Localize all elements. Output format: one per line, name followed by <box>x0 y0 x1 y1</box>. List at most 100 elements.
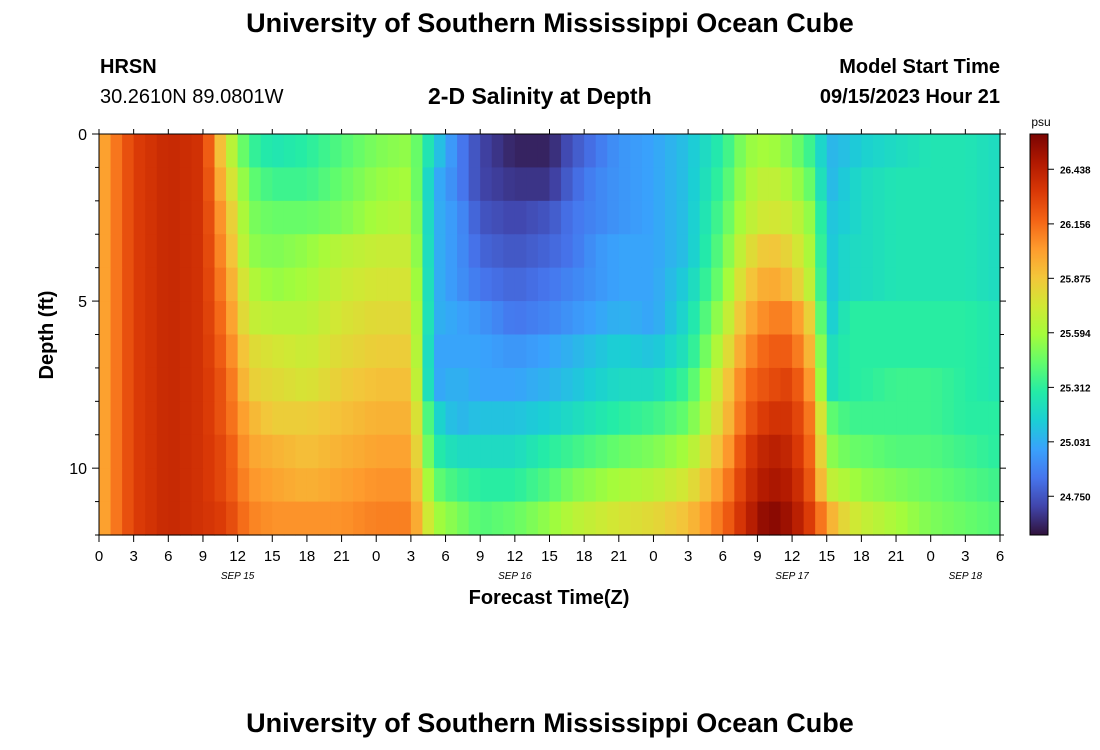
heatmap-cell <box>330 401 343 436</box>
heatmap-cell <box>919 367 932 402</box>
heatmap-cell <box>537 401 551 436</box>
heatmap-cell <box>618 301 631 336</box>
heatmap-cell <box>803 167 816 202</box>
heatmap-cell <box>907 301 920 336</box>
heatmap-cell <box>953 234 966 269</box>
heatmap-cell <box>884 468 897 503</box>
heatmap-cell <box>630 468 643 503</box>
heatmap-cell <box>133 134 146 169</box>
heatmap-cell <box>445 134 458 169</box>
heatmap-cell <box>653 434 666 469</box>
heatmap-cell <box>607 468 620 503</box>
heatmap-cell <box>803 200 816 235</box>
heatmap-cell <box>514 167 527 202</box>
heatmap-cell <box>919 401 932 436</box>
heatmap-cell <box>468 301 481 336</box>
heatmap-cell <box>745 134 759 169</box>
heatmap-cell <box>930 267 943 302</box>
heatmap-cell <box>976 167 990 202</box>
heatmap-cell <box>815 367 828 402</box>
heatmap-cell <box>214 134 227 169</box>
heatmap-cell <box>861 468 874 503</box>
heatmap-cell <box>433 334 447 369</box>
heatmap-cell <box>191 434 204 469</box>
heatmap-cell <box>537 234 551 269</box>
heatmap-cell <box>699 200 712 235</box>
heatmap-cell <box>364 267 377 302</box>
heatmap-cell <box>468 167 481 202</box>
heatmap-cell <box>630 167 643 202</box>
heatmap-cell <box>272 234 285 269</box>
heatmap-cell <box>110 200 123 235</box>
heatmap-cell <box>272 468 285 503</box>
heatmap-cell <box>965 501 978 536</box>
heatmap-cell <box>676 267 689 302</box>
heatmap-cell <box>260 301 273 336</box>
heatmap-cell <box>433 367 447 402</box>
heatmap-cell <box>930 334 943 369</box>
heatmap-cell <box>99 167 112 202</box>
heatmap-cell <box>780 468 793 503</box>
heatmap-cell <box>896 301 909 336</box>
heatmap-cell <box>584 200 597 235</box>
heatmap-cell <box>433 401 447 436</box>
heatmap-cell <box>838 301 851 336</box>
heatmap-cell <box>179 434 193 469</box>
heatmap-cell <box>468 401 481 436</box>
heatmap-cell <box>537 501 551 536</box>
heatmap-cell <box>283 301 296 336</box>
heatmap-cell <box>907 200 920 235</box>
heatmap-cell <box>953 200 966 235</box>
heatmap-cell <box>457 301 470 336</box>
heatmap-cell <box>757 367 770 402</box>
heatmap-cell <box>491 167 504 202</box>
heatmap-cell <box>445 334 458 369</box>
heatmap-cell <box>422 301 435 336</box>
heatmap-cell <box>457 434 470 469</box>
heatmap-cell <box>503 501 516 536</box>
heatmap-cell <box>110 167 123 202</box>
heatmap-cell <box>780 334 793 369</box>
heatmap-cell <box>803 501 816 536</box>
heatmap-cell <box>272 200 285 235</box>
heatmap-cell <box>226 501 239 536</box>
heatmap-cell <box>653 234 666 269</box>
heatmap-cell <box>387 434 400 469</box>
heatmap-cell <box>214 301 227 336</box>
heatmap-cell <box>792 434 805 469</box>
heatmap-cell <box>780 134 793 169</box>
heatmap-cell <box>745 334 759 369</box>
heatmap-cell <box>722 134 735 169</box>
heatmap-cell <box>295 301 308 336</box>
heatmap-cell <box>526 267 539 302</box>
heatmap-cell <box>826 401 839 436</box>
heatmap-cell <box>295 468 308 503</box>
heatmap-cell <box>676 501 689 536</box>
heatmap-cell <box>618 401 631 436</box>
heatmap-cell <box>630 401 643 436</box>
heatmap-cell <box>838 501 851 536</box>
heatmap-cell <box>699 401 712 436</box>
x-tick-label: 12 <box>507 548 524 565</box>
heatmap-cell <box>815 234 828 269</box>
heatmap-cell <box>399 301 412 336</box>
heatmap-cell <box>595 167 608 202</box>
heatmap-cell <box>618 367 631 402</box>
heatmap-cell <box>872 468 886 503</box>
heatmap-cell <box>237 401 250 436</box>
heatmap-cell <box>330 367 343 402</box>
heatmap-cell <box>145 501 158 536</box>
heatmap-cell <box>353 200 366 235</box>
heatmap-cell <box>549 434 562 469</box>
heatmap-cell <box>803 401 816 436</box>
heatmap-cell <box>491 134 504 169</box>
heatmap-cell <box>815 434 828 469</box>
heatmap-cell <box>722 501 735 536</box>
heatmap-cell <box>896 134 909 169</box>
heatmap-cell <box>688 401 701 436</box>
heatmap-cell <box>272 334 285 369</box>
heatmap-cell <box>803 267 816 302</box>
heatmap-cell <box>676 301 689 336</box>
heatmap-cell <box>480 267 493 302</box>
heatmap-cell <box>872 167 886 202</box>
